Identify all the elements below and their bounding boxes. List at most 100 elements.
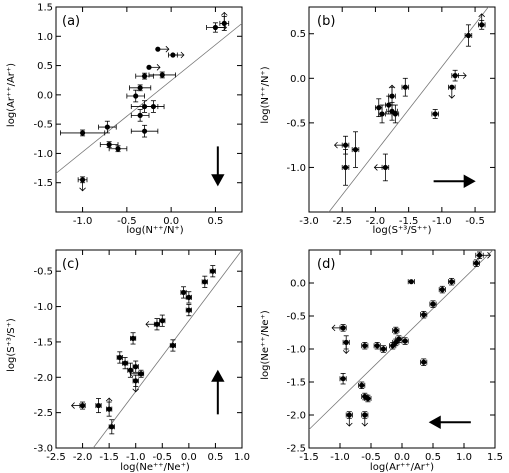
data-point xyxy=(133,378,139,384)
y-tick-label: 0.0 xyxy=(37,90,53,101)
x-tick-label: -0.5 xyxy=(153,452,173,463)
y-axis-label: log(Ne⁺⁺/Ne⁺) xyxy=(260,310,271,380)
y-tick-label: -3.0 xyxy=(33,444,53,455)
x-tick-label: -1.5 xyxy=(299,452,319,463)
data-point xyxy=(479,22,485,28)
data-point xyxy=(340,376,346,382)
data-point xyxy=(146,64,152,70)
fit-line xyxy=(92,250,242,448)
limit-arrow-head xyxy=(342,350,350,354)
limit-arrow-head xyxy=(331,324,336,332)
data-point xyxy=(430,301,436,307)
limit-arrow-head xyxy=(105,397,113,402)
x-tick-label: 0.0 xyxy=(163,216,179,227)
data-point xyxy=(221,20,227,26)
data-point xyxy=(365,395,371,402)
direction-arrow-head xyxy=(211,369,225,382)
panel-label: (b) xyxy=(317,14,335,29)
data-point xyxy=(352,147,359,153)
x-tick-label: -0.5 xyxy=(117,216,137,227)
data-point xyxy=(95,402,102,409)
limit-arrow-head xyxy=(346,422,353,427)
x-tick-label: 0.5 xyxy=(207,216,223,227)
data-point xyxy=(79,402,86,409)
fit-line xyxy=(328,7,489,212)
limit-arrow-head xyxy=(71,402,75,409)
y-tick-label: -0.5 xyxy=(286,118,306,129)
y-axis-label: log(Ar⁺⁺/Ar⁺) xyxy=(6,63,17,127)
panel-label: (c) xyxy=(62,257,79,272)
x-tick-label: -1.5 xyxy=(399,216,419,227)
x-tick-label: -2.0 xyxy=(73,452,93,463)
x-tick-label: -2.5 xyxy=(46,452,66,463)
y-axis-label: log(S⁺³/S⁺) xyxy=(6,318,17,372)
x-axis-label: log(Ar⁺⁺/Ar⁺) xyxy=(370,462,434,473)
y-tick-label: -1.0 xyxy=(33,149,53,160)
data-point xyxy=(392,111,398,117)
data-point xyxy=(212,24,219,31)
data-point xyxy=(154,321,160,327)
y-tick-label: -1.5 xyxy=(33,178,53,189)
data-point xyxy=(150,103,157,110)
panel-label: (a) xyxy=(62,14,80,29)
data-point xyxy=(210,268,216,274)
data-point xyxy=(137,112,143,118)
y-tick-label: -0.5 xyxy=(286,312,306,323)
data-point xyxy=(159,72,165,78)
data-point xyxy=(432,111,438,117)
direction-arrow-head xyxy=(428,415,441,429)
data-point xyxy=(476,252,483,258)
y-tick-label: 0.5 xyxy=(290,29,306,40)
limit-arrow-head xyxy=(129,370,134,378)
data-point xyxy=(408,279,414,285)
x-tick-label: -1.0 xyxy=(432,216,452,227)
data-point xyxy=(382,164,388,171)
y-tick-label: 1.5 xyxy=(37,3,53,14)
data-point xyxy=(342,142,349,148)
data-point xyxy=(473,260,479,266)
data-point xyxy=(389,93,395,99)
y-tick-label: -1.0 xyxy=(286,345,306,356)
plot-frame xyxy=(55,6,243,213)
y-tick-label: -0.5 xyxy=(33,120,53,131)
x-tick-label: -3.0 xyxy=(299,216,319,227)
y-axis-label: log(N⁺⁺/N⁺) xyxy=(260,66,271,123)
data-point xyxy=(374,343,380,349)
data-point xyxy=(359,382,365,388)
panel-a: (a) log(N⁺⁺/N⁺) log(Ar⁺⁺/Ar⁺) -1.0 -0.5 0.… xyxy=(6,3,243,236)
plot-frame xyxy=(55,249,243,449)
x-axis-label: log(S⁺³/S⁺⁺) xyxy=(373,225,432,236)
x-tick-label: -1.0 xyxy=(330,452,350,463)
data-point xyxy=(393,327,399,334)
x-tick-label: -1.5 xyxy=(99,452,119,463)
limit-arrow-head xyxy=(462,72,467,79)
data-point xyxy=(439,287,445,293)
direction-arrow-head xyxy=(211,174,225,187)
y-tick-label: 1.0 xyxy=(37,32,53,43)
x-tick-label: 0.5 xyxy=(207,452,223,463)
y-tick-label: -2.5 xyxy=(33,408,53,419)
panel-b: (b) log(S⁺³/S⁺⁺) log(N⁺⁺/N⁺) -3.0 -2.5 -2.… xyxy=(260,6,496,236)
limit-arrow-head xyxy=(333,141,338,149)
y-tick-label: -2.0 xyxy=(286,411,306,422)
data-point xyxy=(138,371,144,377)
x-axis-label: log(Ne⁺⁺/Ne⁺) xyxy=(120,462,190,473)
data-point xyxy=(343,339,349,345)
data-point xyxy=(186,307,192,313)
limit-arrow-head xyxy=(180,51,185,59)
plot-frame xyxy=(308,249,496,449)
data-point xyxy=(340,325,346,331)
data-point xyxy=(155,46,161,52)
limit-arrow-head xyxy=(361,422,369,427)
data-point xyxy=(376,105,382,111)
data-point xyxy=(362,343,368,349)
data-point xyxy=(346,412,352,418)
data-point xyxy=(402,84,408,90)
y-tick-label: -2.0 xyxy=(33,373,53,384)
limit-arrow-head xyxy=(478,13,485,18)
data-point xyxy=(421,312,427,318)
limit-arrow-head xyxy=(156,64,161,71)
data-point xyxy=(421,359,427,365)
y-tick-label: -0.5 xyxy=(33,267,53,278)
direction-arrow-head xyxy=(463,174,476,188)
